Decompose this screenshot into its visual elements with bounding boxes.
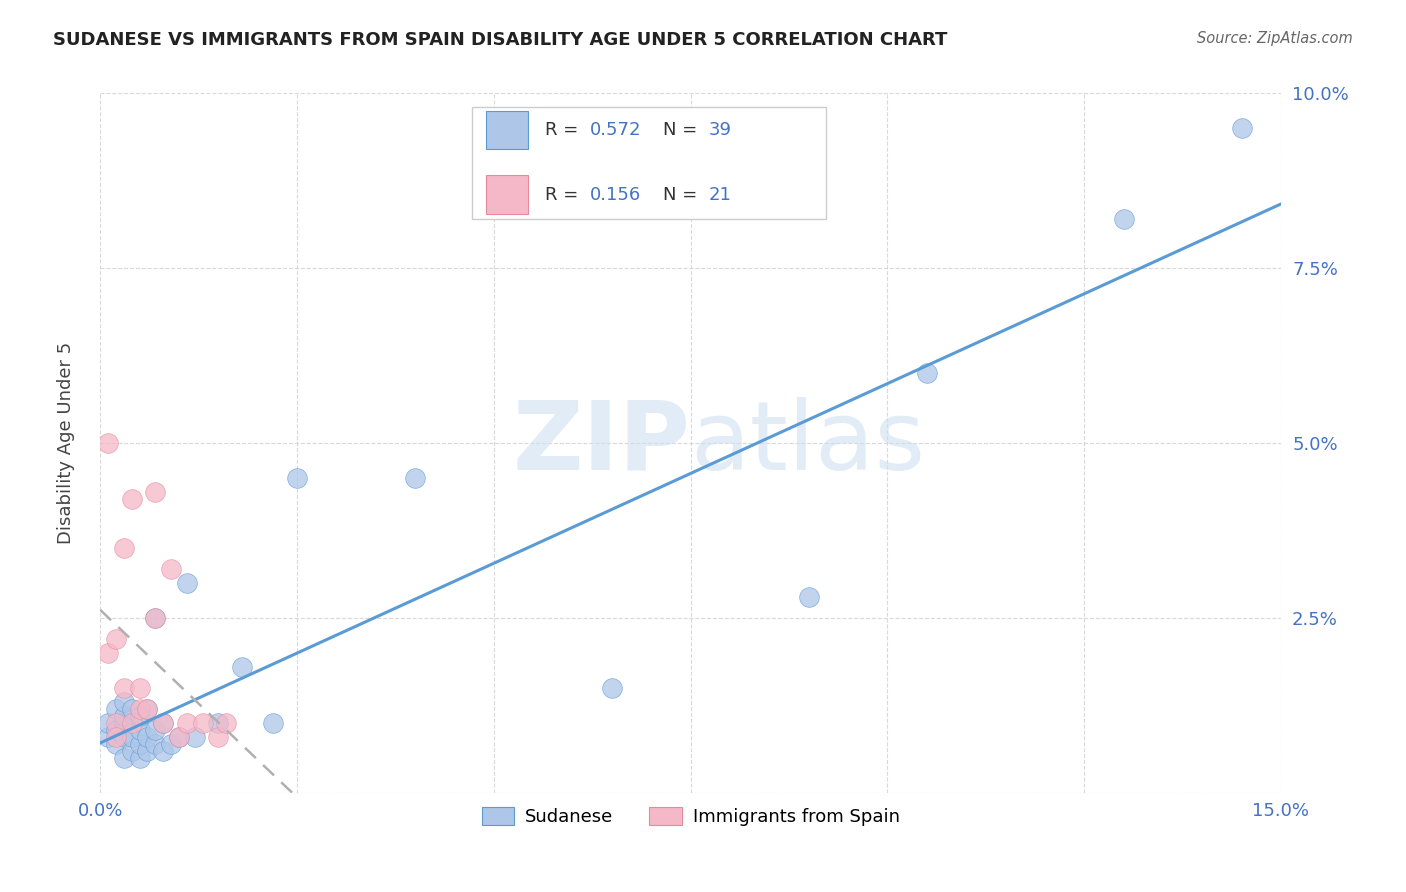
Point [285, 471, 308, 485]
Point [136, 702, 159, 716]
Point [112, 731, 135, 745]
Point [207, 716, 229, 731]
Point [797, 591, 820, 605]
Point [104, 632, 127, 647]
Point [136, 744, 159, 758]
Point [183, 731, 205, 745]
Text: 0.156: 0.156 [591, 186, 641, 203]
Point [97, 731, 120, 745]
Point [152, 716, 174, 731]
Text: N =: N = [664, 186, 703, 203]
Legend: Sudanese, Immigrants from Spain: Sudanese, Immigrants from Spain [474, 799, 907, 833]
Point [207, 731, 229, 745]
Point [215, 716, 238, 731]
Point [128, 723, 150, 738]
Point [112, 695, 135, 709]
Point [104, 716, 127, 731]
Point [167, 731, 190, 745]
Text: 39: 39 [709, 121, 731, 139]
Point [176, 716, 198, 731]
Point [136, 702, 159, 716]
Point [112, 681, 135, 696]
Text: R =: R = [546, 186, 585, 203]
Point [160, 737, 183, 751]
Point [160, 562, 183, 576]
Point [97, 436, 120, 450]
Point [143, 485, 166, 500]
FancyBboxPatch shape [486, 111, 527, 149]
Text: Source: ZipAtlas.com: Source: ZipAtlas.com [1197, 31, 1353, 46]
Point [121, 731, 143, 745]
Point [104, 737, 127, 751]
Point [128, 709, 150, 723]
FancyBboxPatch shape [486, 175, 527, 214]
Point [143, 611, 166, 625]
Point [143, 611, 166, 625]
FancyBboxPatch shape [472, 107, 827, 219]
Point [191, 716, 214, 731]
Point [104, 731, 127, 745]
Point [262, 716, 284, 731]
Point [128, 702, 150, 716]
Point [231, 660, 253, 674]
Text: atlas: atlas [690, 397, 925, 490]
Point [97, 716, 120, 731]
Point [121, 716, 143, 731]
Point [112, 716, 135, 731]
Point [176, 576, 198, 591]
Text: R =: R = [546, 121, 585, 139]
Point [112, 541, 135, 556]
Point [121, 744, 143, 758]
Point [1230, 121, 1253, 136]
Point [143, 737, 166, 751]
Point [152, 716, 174, 731]
Y-axis label: Disability Age Under 5: Disability Age Under 5 [58, 343, 75, 544]
Point [128, 681, 150, 696]
Point [104, 702, 127, 716]
Point [112, 751, 135, 765]
Point [128, 737, 150, 751]
Text: ZIP: ZIP [513, 397, 690, 490]
Point [915, 367, 938, 381]
Point [128, 751, 150, 765]
Text: 21: 21 [709, 186, 731, 203]
Point [136, 731, 159, 745]
Point [112, 709, 135, 723]
Text: SUDANESE VS IMMIGRANTS FROM SPAIN DISABILITY AGE UNDER 5 CORRELATION CHART: SUDANESE VS IMMIGRANTS FROM SPAIN DISABI… [53, 31, 948, 49]
Point [104, 723, 127, 738]
Text: 0.572: 0.572 [591, 121, 641, 139]
Point [121, 702, 143, 716]
Point [167, 731, 190, 745]
Point [143, 723, 166, 738]
Point [152, 744, 174, 758]
Point [1112, 212, 1135, 227]
Point [97, 646, 120, 660]
Point [600, 681, 623, 696]
Point [404, 471, 426, 485]
Text: N =: N = [664, 121, 703, 139]
Point [121, 492, 143, 507]
